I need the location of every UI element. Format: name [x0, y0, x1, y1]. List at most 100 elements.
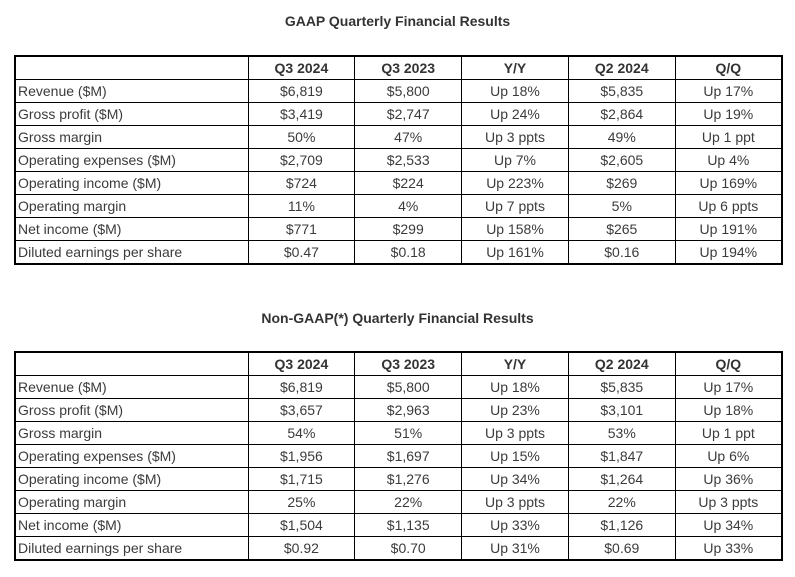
table-cell: $1,956: [247, 444, 356, 468]
table-cell: 53%: [567, 421, 676, 445]
table-cell: $1,276: [354, 467, 463, 491]
table-row: Operating expenses ($M) $2,709 $2,533 Up 7%…: [14, 148, 783, 172]
table-cell: $1,847: [567, 444, 676, 468]
table-cell: 4%: [354, 194, 463, 218]
row-label: Operating income ($M): [14, 171, 249, 195]
table-cell: $3,419: [247, 102, 356, 126]
table-cell: Up 23%: [461, 398, 569, 422]
table-row: Diluted earnings per share $0.47 $0.18 Up 1…: [14, 240, 783, 265]
table-cell: Up 33%: [461, 513, 569, 537]
column-header: Q/Q: [674, 351, 783, 376]
column-header: Q3 2023: [354, 55, 463, 80]
table-row: Gross margin 54% 51% Up 3 ppts 53% Up 1 ppt: [14, 421, 783, 445]
row-label: Diluted earnings per share: [14, 240, 249, 265]
table-cell: $3,101: [567, 398, 676, 422]
table-cell: $3,657: [247, 398, 356, 422]
table-cell: 22%: [354, 490, 463, 514]
column-header: Q2 2024: [567, 351, 676, 376]
table-cell: Up 33%: [674, 536, 783, 561]
table-row: Gross margin 50% 47% Up 3 ppts 49% Up 1 ppt: [14, 125, 783, 149]
column-header: Y/Y: [461, 351, 569, 376]
table-cell: $0.16: [567, 240, 676, 265]
table-cell: Up 15%: [461, 444, 569, 468]
table-cell: 49%: [567, 125, 676, 149]
column-header: Q3 2024: [247, 351, 356, 376]
table-cell: $6,819: [247, 79, 356, 103]
table-cell: $1,135: [354, 513, 463, 537]
table-cell: 11%: [247, 194, 356, 218]
header-row: Q3 2024 Q3 2023 Y/Y Q2 2024 Q/Q: [14, 351, 783, 376]
table-cell: Up 169%: [674, 171, 783, 195]
gaap-results-section: GAAP Quarterly Financial Results Q3 2024…: [0, 0, 795, 265]
table-cell: $1,264: [567, 467, 676, 491]
table-cell: Up 158%: [461, 217, 569, 241]
table-cell: 54%: [247, 421, 356, 445]
table-cell: 50%: [247, 125, 356, 149]
table-cell: Up 18%: [461, 79, 569, 103]
header-row: Q3 2024 Q3 2023 Y/Y Q2 2024 Q/Q: [14, 55, 783, 80]
table-cell: 25%: [247, 490, 356, 514]
row-label: Net income ($M): [14, 513, 249, 537]
table-cell: $269: [567, 171, 676, 195]
table-cell: 51%: [354, 421, 463, 445]
table-cell: $6,819: [247, 375, 356, 399]
table-cell: $724: [247, 171, 356, 195]
table-cell: Up 18%: [461, 375, 569, 399]
table-cell: Up 3 ppts: [461, 490, 569, 514]
table-cell: $5,800: [354, 375, 463, 399]
table-cell: $0.70: [354, 536, 463, 561]
table-cell: Up 3 ppts: [674, 490, 783, 514]
table-cell: Up 4%: [674, 148, 783, 172]
table-cell: Up 19%: [674, 102, 783, 126]
table-cell: $5,835: [567, 79, 676, 103]
non-gaap-results-table: Q3 2024 Q3 2023 Y/Y Q2 2024 Q/Q Revenue ($M) $…: [14, 351, 783, 561]
table-cell: $5,800: [354, 79, 463, 103]
table-cell: Up 3 ppts: [461, 421, 569, 445]
table-cell: Up 7 ppts: [461, 194, 569, 218]
table-cell: Up 34%: [461, 467, 569, 491]
gaap-table-title: GAAP Quarterly Financial Results: [284, 13, 511, 29]
table-cell: Up 17%: [674, 375, 783, 399]
table-cell: $2,709: [247, 148, 356, 172]
table-cell: $265: [567, 217, 676, 241]
row-label: Gross profit ($M): [14, 398, 249, 422]
row-label: Operating expenses ($M): [14, 444, 249, 468]
table-cell: Up 17%: [674, 79, 783, 103]
table-cell: $0.18: [354, 240, 463, 265]
table-cell: Up 1 ppt: [674, 125, 783, 149]
row-label: Operating margin: [14, 490, 249, 514]
table-row: Revenue ($M) $6,819 $5,800 Up 18% $5,835 Up 1…: [14, 79, 783, 103]
table-row: Gross profit ($M) $3,419 $2,747 Up 24% $2,86…: [14, 102, 783, 126]
table-cell: $0.92: [247, 536, 356, 561]
row-label: Revenue ($M): [14, 375, 249, 399]
table-cell: $1,715: [247, 467, 356, 491]
table-cell: 5%: [567, 194, 676, 218]
table-cell: 22%: [567, 490, 676, 514]
table-cell: $1,697: [354, 444, 463, 468]
table-row: Net income ($M) $1,504 $1,135 Up 33% $1,126 U…: [14, 513, 783, 537]
non-gaap-results-section: Non-GAAP(*) Quarterly Financial Results …: [0, 265, 795, 561]
table-cell: $1,126: [567, 513, 676, 537]
table-cell: Up 36%: [674, 467, 783, 491]
row-label: Gross margin: [14, 125, 249, 149]
table-cell: $2,747: [354, 102, 463, 126]
table-cell: Up 6 ppts: [674, 194, 783, 218]
row-label: Gross margin: [14, 421, 249, 445]
table-row: Operating margin 11% 4% Up 7 ppts 5% Up 6 ppt…: [14, 194, 783, 218]
table-row: Operating income ($M) $724 $224 Up 223% $269…: [14, 171, 783, 195]
table-cell: $0.47: [247, 240, 356, 265]
table-cell: $2,864: [567, 102, 676, 126]
table-row: Gross profit ($M) $3,657 $2,963 Up 23% $3,10…: [14, 398, 783, 422]
table-cell: Up 6%: [674, 444, 783, 468]
table-cell: Up 161%: [461, 240, 569, 265]
column-header: Q3 2024: [247, 55, 356, 80]
table-cell: Up 194%: [674, 240, 783, 265]
table-cell: $5,835: [567, 375, 676, 399]
table-row: Revenue ($M) $6,819 $5,800 Up 18% $5,835 Up 1…: [14, 375, 783, 399]
table-row: Diluted earnings per share $0.92 $0.70 Up 3…: [14, 536, 783, 561]
table-row: Net income ($M) $771 $299 Up 158% $265 Up 191…: [14, 217, 783, 241]
table-cell: Up 223%: [461, 171, 569, 195]
table-cell: Up 24%: [461, 102, 569, 126]
table-cell: Up 34%: [674, 513, 783, 537]
